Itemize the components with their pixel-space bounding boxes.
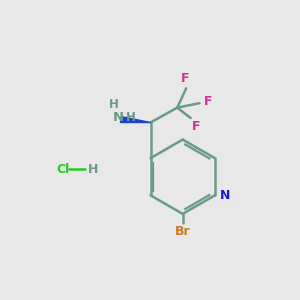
Text: H: H: [88, 163, 98, 176]
Text: F: F: [181, 72, 189, 86]
Text: H: H: [126, 111, 136, 124]
Text: Br: Br: [175, 225, 190, 238]
Text: F: F: [204, 95, 212, 109]
Text: Cl: Cl: [56, 163, 70, 176]
Text: F: F: [192, 120, 200, 134]
Text: N: N: [113, 111, 124, 124]
Text: H: H: [109, 98, 119, 111]
Text: N: N: [220, 189, 231, 202]
Polygon shape: [121, 117, 151, 122]
